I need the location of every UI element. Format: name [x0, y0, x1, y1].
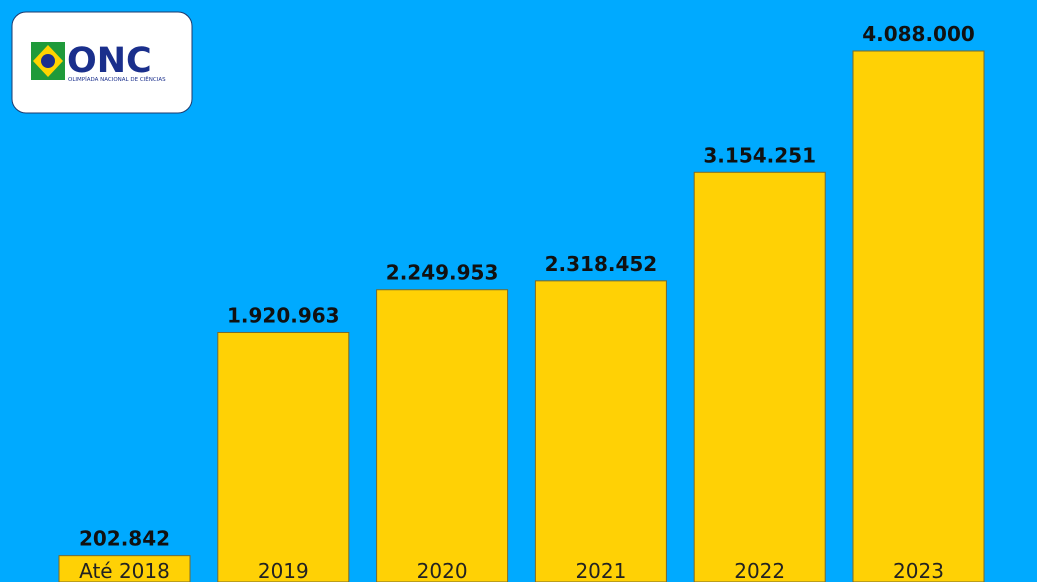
- x-tick-label: Até 2018: [79, 559, 170, 582]
- bar: [534, 280, 667, 582]
- x-tick-label: 2020: [417, 559, 468, 582]
- bar: [693, 171, 826, 582]
- value-label: 1.920.963: [227, 303, 340, 327]
- value-label: 2.318.452: [545, 252, 658, 276]
- bar: [58, 555, 191, 582]
- logo-circle: [41, 54, 55, 68]
- x-tick-label: 2022: [734, 559, 785, 582]
- logo-box: [11, 11, 193, 114]
- bar: [376, 289, 509, 582]
- value-label: 202.842: [79, 527, 170, 551]
- value-label: 4.088.000: [862, 22, 975, 46]
- bar: [217, 331, 350, 582]
- x-tick-label: 2023: [893, 559, 944, 582]
- value-label: 3.154.251: [703, 143, 816, 167]
- x-tick-label: 2021: [575, 559, 626, 582]
- x-tick-label: 2019: [258, 559, 309, 582]
- logo-subtitle: OLIMPÍADA NACIONAL DE CIÊNCIAS: [68, 75, 166, 83]
- bar: [852, 50, 985, 582]
- value-label: 2.249.953: [386, 261, 499, 285]
- logo-title: ONC: [67, 41, 152, 81]
- logo: ONC OLIMPÍADA NACIONAL DE CIÊNCIAS: [11, 11, 193, 114]
